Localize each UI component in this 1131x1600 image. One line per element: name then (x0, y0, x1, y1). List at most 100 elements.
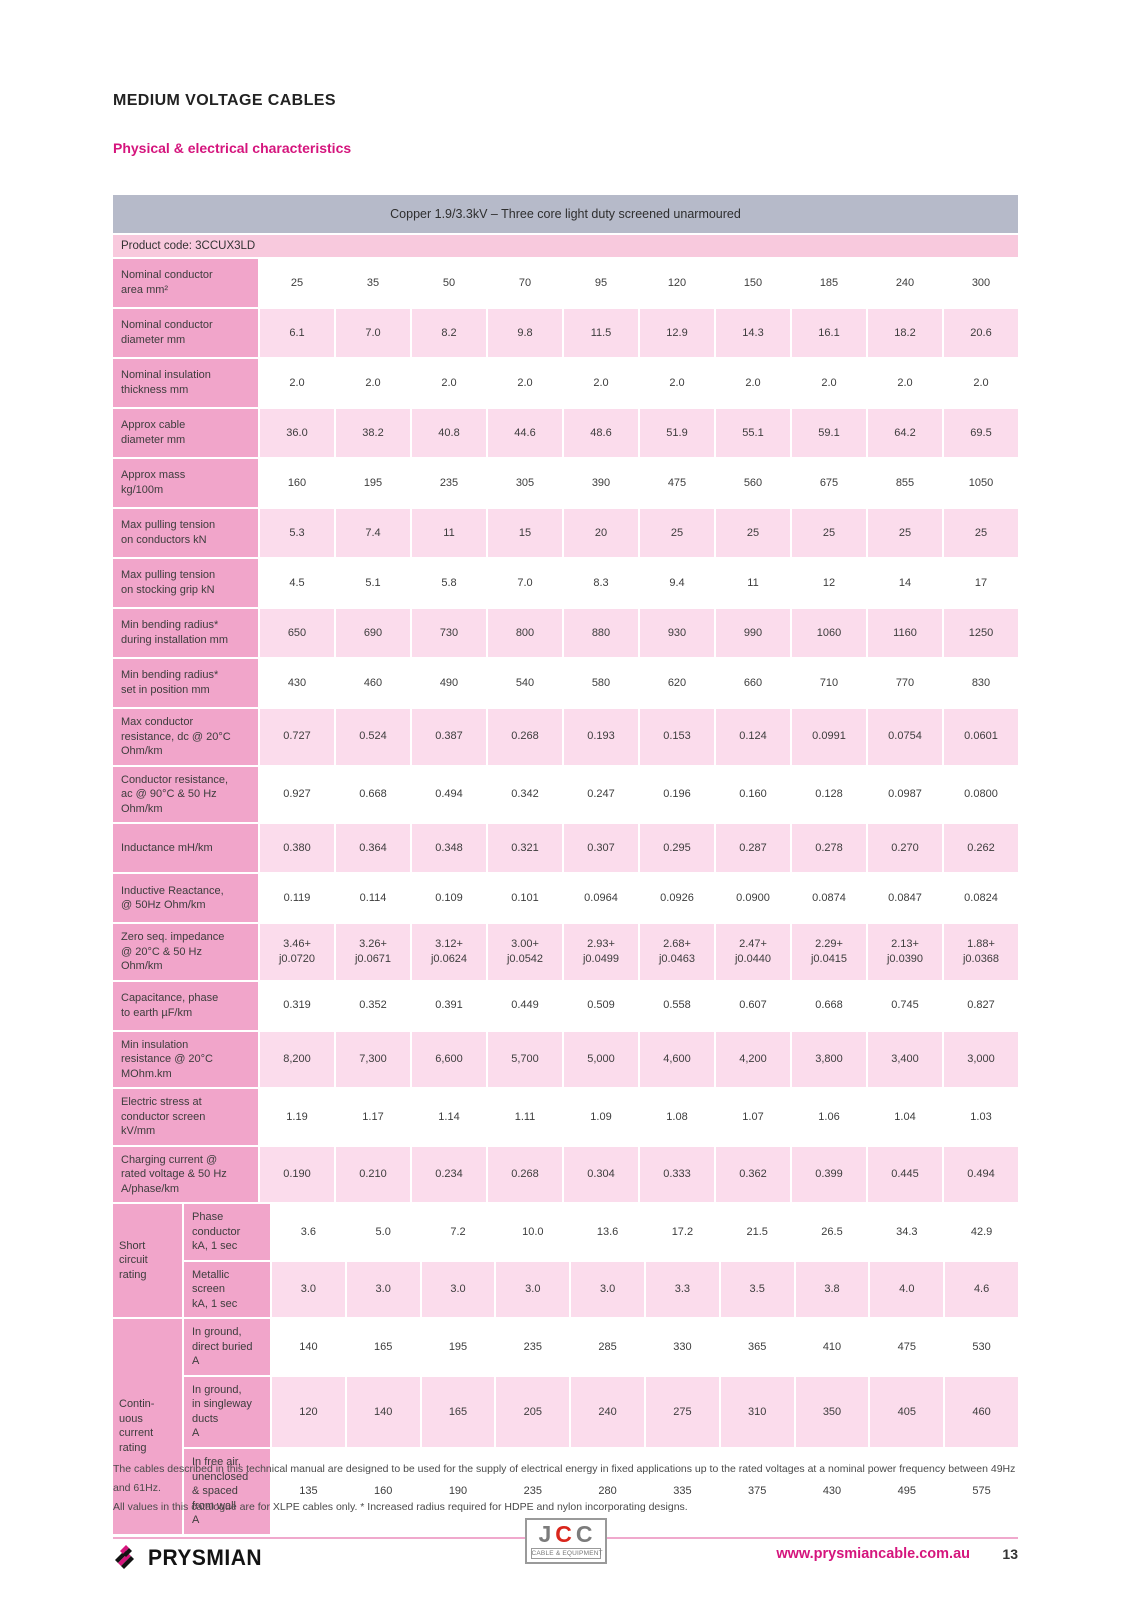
cell-value: 1.17 (336, 1089, 410, 1145)
cell-value: 25 (944, 509, 1018, 557)
cell-value: 13.6 (571, 1204, 644, 1260)
cell-value: 8.3 (564, 559, 638, 607)
cell-value: 6,600 (412, 1031, 486, 1088)
cell-value: 165 (346, 1319, 420, 1375)
cell-value: 855 (868, 459, 942, 507)
group-label: Short circuit rating (113, 1204, 182, 1318)
cell-value: 5,700 (488, 1031, 562, 1088)
cell-value: 1160 (868, 609, 942, 657)
cell-value: 460 (336, 659, 410, 707)
cell-value: 1.07 (716, 1089, 790, 1145)
cell-value: 59.1 (792, 409, 866, 457)
cell-value: 69.5 (944, 409, 1018, 457)
cell-value: 5.0 (346, 1204, 420, 1260)
cell-value: 7.2 (421, 1204, 495, 1260)
table-row: Approx cable diameter mm 36.0 38.2 40.8 44.6… (113, 409, 1018, 457)
cell-value: 1.19 (260, 1089, 334, 1145)
table-row: Conductor resistance, ac @ 90°C & 50 Hz … (113, 766, 1018, 823)
cell-value: 48.6 (564, 409, 638, 457)
cell-value: 205 (496, 1376, 570, 1447)
cell-value: 120 (640, 259, 714, 307)
cell-value: 55.1 (716, 409, 790, 457)
cell-value: 0.0754 (868, 709, 942, 765)
cell-value: 120 (272, 1376, 345, 1447)
cell-value: 0.319 (260, 981, 334, 1030)
cell-value: 140 (346, 1376, 420, 1447)
website-link[interactable]: www.prysmiancable.com.au (776, 1546, 970, 1562)
cell-value: 1.03 (944, 1089, 1018, 1145)
cell-value: 0.387 (412, 709, 486, 765)
cell-value: 2.0 (336, 359, 410, 407)
cell-value: 1.08 (640, 1089, 714, 1145)
cell-value: 2.13+ j0.0390 (868, 924, 942, 980)
table-row: Min bending radius* during installation … (113, 609, 1018, 657)
cell-value: 0.0874 (792, 874, 866, 923)
cell-value: 0.0987 (868, 766, 942, 823)
cell-value: 0.494 (412, 766, 486, 823)
cell-value: 0.304 (564, 1146, 638, 1203)
row-label: Nominal insulation thickness mm (113, 359, 258, 407)
cell-value: 350 (795, 1376, 869, 1447)
cell-value: 25 (260, 259, 334, 307)
cell-value: 0.119 (260, 874, 334, 923)
cell-value: 2.47+ j0.0440 (716, 924, 790, 980)
cell-value: 330 (646, 1319, 719, 1375)
prysmian-logo-text: PRYSMIAN (148, 1546, 263, 1570)
cell-value: 1250 (944, 609, 1018, 657)
cell-value: 35 (336, 259, 410, 307)
cell-value: 95 (564, 259, 638, 307)
jcc-letter-c2: C (575, 1521, 593, 1547)
section-subtitle: Physical & electrical characteristics (113, 140, 352, 156)
cable-spec-table: Copper 1.9/3.3kV – Three core light duty… (113, 195, 1018, 1539)
cell-value: 0.668 (336, 766, 410, 823)
cell-value: 38.2 (336, 409, 410, 457)
table-row: Zero seq. impedance @ 20°C & 50 Hz Ohm/k… (113, 924, 1018, 980)
cell-value: 240 (868, 259, 942, 307)
table-row: Nominal insulation thickness mm 2.0 2.0 2.0… (113, 359, 1018, 407)
cell-value: 0.827 (944, 981, 1018, 1030)
table-row: Min insulation resistance @ 20°C MOhm.km… (113, 1031, 1018, 1088)
cell-value: 660 (716, 659, 790, 707)
row-label: In ground, direct buried A (184, 1319, 270, 1375)
cell-value: 11.5 (564, 309, 638, 357)
cell-value: 650 (260, 609, 334, 657)
table-rows: Nominal conductor area mm² 25 35 50 70 95 120 1… (113, 259, 1018, 1534)
row-label: Min bending radius* during installation … (113, 609, 258, 657)
cell-value: 0.210 (336, 1146, 410, 1203)
cell-value: 0.449 (488, 981, 562, 1030)
cell-value: 25 (868, 509, 942, 557)
cell-value: 11 (716, 559, 790, 607)
cell-value: 0.727 (260, 709, 334, 765)
cell-value: 930 (640, 609, 714, 657)
cell-value: 160 (260, 459, 334, 507)
table-row: Nominal conductor diameter mm 6.1 7.0 8.2 9.… (113, 309, 1018, 357)
cell-value: 1050 (944, 459, 1018, 507)
cell-value: 3.6 (272, 1204, 345, 1260)
cell-value: 880 (564, 609, 638, 657)
cell-value: 0.307 (564, 824, 638, 873)
cell-value: 15 (488, 509, 562, 557)
cell-value: 25 (716, 509, 790, 557)
cell-value: 730 (412, 609, 486, 657)
cell-value: 20 (564, 509, 638, 557)
cell-value: 0.234 (412, 1146, 486, 1203)
cell-value: 12.9 (640, 309, 714, 357)
cell-value: 150 (716, 259, 790, 307)
group-label: Contin- uous current rating (113, 1319, 182, 1534)
cell-value: 3.0 (496, 1261, 570, 1318)
cell-value: 305 (488, 459, 562, 507)
row-label: In free air, unenclosed & spaced from wa… (184, 1448, 270, 1534)
row-label: Zero seq. impedance @ 20°C & 50 Hz Ohm/k… (113, 924, 258, 980)
cell-value: 0.262 (944, 824, 1018, 873)
cell-value: 0.745 (868, 981, 942, 1030)
cell-value: 50 (412, 259, 486, 307)
cell-value: 36.0 (260, 409, 334, 457)
cell-value: 475 (870, 1319, 944, 1375)
page-title: MEDIUM VOLTAGE CABLES (113, 92, 336, 109)
cell-value: 7.0 (488, 559, 562, 607)
row-label: Capacitance, phase to earth µF/km (113, 981, 258, 1030)
cell-value: 0.0800 (944, 766, 1018, 823)
cell-value: 2.0 (792, 359, 866, 407)
cell-value: 430 (260, 659, 334, 707)
